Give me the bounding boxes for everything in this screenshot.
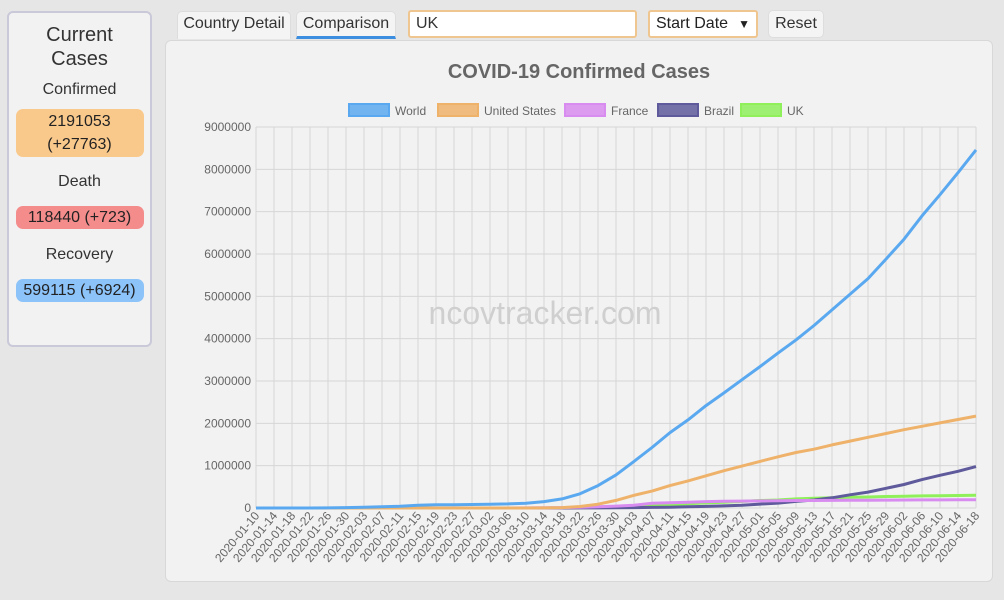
confirmed-badge: 2191053 (+27763) [15, 109, 144, 157]
y-tick-label: 5000000 [204, 289, 251, 303]
chart-title: COVID-19 Confirmed Cases [448, 61, 710, 83]
chevron-down-icon: ▼ [738, 17, 750, 31]
legend-label: World [395, 104, 426, 118]
series-line-world[interactable] [256, 148, 978, 510]
legend-swatch [437, 103, 479, 117]
y-tick-label: 3000000 [204, 374, 251, 388]
y-axis: 0 1000000 2000000 3000000 4000000 5000000 6000… [204, 120, 251, 515]
y-tick-label: 4000000 [204, 332, 251, 346]
chart-grid [255, 126, 977, 509]
y-tick-label: 1000000 [204, 459, 251, 473]
confirmed-delta: (+27763) [47, 136, 112, 153]
current-cases-panel: Current Cases Confirmed 2191053 (+27763)… [7, 11, 152, 347]
legend-swatch [657, 103, 699, 117]
chart-panel: COVID-19 Confirmed Cases World United Sta… [165, 40, 993, 582]
country-input[interactable] [408, 10, 637, 38]
legend-swatch [564, 103, 606, 117]
title-line-1: Current [46, 24, 113, 46]
legend-item[interactable]: United States [437, 103, 556, 118]
series-lines[interactable] [256, 148, 978, 510]
confirmed-value: 2191053 [48, 113, 111, 130]
start-date-label: Start Date [656, 15, 729, 32]
tab-comparison[interactable]: Comparison [296, 11, 396, 39]
legend-label: UK [787, 104, 804, 118]
legend-item[interactable]: Brazil [657, 103, 734, 118]
title-line-2: Cases [51, 48, 108, 70]
legend-swatch [348, 103, 390, 117]
y-tick-label: 8000000 [204, 162, 251, 176]
start-date-select[interactable]: Start Date ▼ [648, 10, 758, 38]
y-tick-label: 7000000 [204, 205, 251, 219]
death-label: Death [58, 173, 101, 190]
legend-label: Brazil [704, 104, 734, 118]
x-axis: 2020-01-102020-01-142020-01-182020-01-22… [212, 509, 982, 565]
recovery-label: Recovery [45, 246, 114, 263]
y-tick-label: 2000000 [204, 416, 251, 430]
legend-item[interactable]: France [564, 103, 649, 118]
watermark: ncovtracker.com [429, 295, 662, 331]
y-tick-label: 6000000 [204, 247, 251, 261]
confirmed-cases-chart: COVID-19 Confirmed Cases World United Sta… [204, 61, 982, 565]
legend-item[interactable]: UK [740, 103, 804, 118]
current-cases-title: Current Cases [9, 23, 150, 71]
chart-legend: World United States France Brazil UK [348, 103, 804, 118]
y-tick-label: 0 [244, 501, 251, 515]
reset-button[interactable]: Reset [768, 10, 824, 38]
legend-label: France [611, 104, 649, 118]
y-tick-label: 9000000 [204, 120, 251, 134]
legend-swatch [740, 103, 782, 117]
legend-label: United States [484, 104, 556, 118]
tab-country-detail[interactable]: Country Detail [177, 11, 291, 39]
recovery-badge: 599115 (+6924) [15, 279, 144, 302]
confirmed-label: Confirmed [42, 81, 117, 98]
legend-item[interactable]: World [348, 103, 426, 118]
death-badge: 118440 (+723) [15, 206, 144, 229]
